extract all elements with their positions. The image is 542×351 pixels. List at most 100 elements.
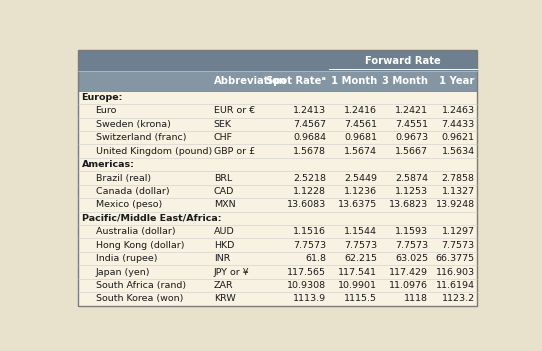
Bar	[78, 252, 478, 265]
Text: 10.9901: 10.9901	[338, 281, 377, 290]
Text: 1.1297: 1.1297	[442, 227, 475, 236]
Text: Brazil (real): Brazil (real)	[95, 173, 151, 183]
Text: 2.5449: 2.5449	[344, 173, 377, 183]
Text: Hong Kong (dollar): Hong Kong (dollar)	[95, 241, 184, 250]
Text: 1 Year: 1 Year	[440, 76, 475, 86]
Text: 1.1253: 1.1253	[395, 187, 428, 196]
Text: 0.9673: 0.9673	[395, 133, 428, 142]
Bar	[78, 225, 478, 238]
Text: CAD: CAD	[214, 187, 234, 196]
Text: 1.2421: 1.2421	[395, 106, 428, 115]
Text: 1.1516: 1.1516	[293, 227, 326, 236]
Bar	[78, 104, 478, 118]
Text: 13.6083: 13.6083	[287, 200, 326, 210]
Text: Abbreviation: Abbreviation	[214, 76, 287, 86]
Text: 1.5667: 1.5667	[395, 147, 428, 155]
Text: MXN: MXN	[214, 200, 235, 210]
Text: 7.7573: 7.7573	[293, 241, 326, 250]
Text: ZAR: ZAR	[214, 281, 234, 290]
Text: United Kingdom (pound): United Kingdom (pound)	[95, 147, 212, 155]
Text: Euro: Euro	[95, 106, 117, 115]
Text: AUD: AUD	[214, 227, 235, 236]
Text: Japan (yen): Japan (yen)	[95, 267, 150, 277]
Text: CHF: CHF	[214, 133, 233, 142]
Text: 7.4433: 7.4433	[442, 120, 475, 129]
Text: 7.4567: 7.4567	[293, 120, 326, 129]
Text: 11.6194: 11.6194	[436, 281, 475, 290]
Text: 1 Month: 1 Month	[331, 76, 377, 86]
Text: 1123.2: 1123.2	[442, 294, 475, 303]
Bar	[78, 118, 478, 131]
Text: 63.025: 63.025	[395, 254, 428, 263]
Text: 1.5674: 1.5674	[344, 147, 377, 155]
Text: 7.7573: 7.7573	[395, 241, 428, 250]
Text: Spot Rateᵃ: Spot Rateᵃ	[266, 76, 326, 86]
Bar	[78, 158, 478, 171]
Bar	[78, 131, 478, 145]
Text: 7.4561: 7.4561	[344, 120, 377, 129]
Text: 13.6823: 13.6823	[389, 200, 428, 210]
Text: 1.1544: 1.1544	[344, 227, 377, 236]
Text: Canada (dollar): Canada (dollar)	[95, 187, 169, 196]
Text: 116.903: 116.903	[436, 267, 475, 277]
Text: 117.541: 117.541	[338, 267, 377, 277]
Text: 2.5218: 2.5218	[293, 173, 326, 183]
Text: 1115.5: 1115.5	[344, 294, 377, 303]
Bar	[78, 212, 478, 225]
Text: 13.6375: 13.6375	[338, 200, 377, 210]
Bar	[78, 185, 478, 198]
Bar	[78, 71, 478, 91]
Text: South Africa (rand): South Africa (rand)	[95, 281, 186, 290]
Text: Pacific/Middle East/Africa:: Pacific/Middle East/Africa:	[82, 214, 221, 223]
Text: 117.429: 117.429	[389, 267, 428, 277]
Text: 3 Month: 3 Month	[382, 76, 428, 86]
Text: 11.0976: 11.0976	[389, 281, 428, 290]
Text: 66.3775: 66.3775	[436, 254, 475, 263]
Text: 1.2463: 1.2463	[442, 106, 475, 115]
Bar	[78, 91, 478, 104]
Text: 2.7858: 2.7858	[442, 173, 475, 183]
Text: 61.8: 61.8	[305, 254, 326, 263]
Text: KRW: KRW	[214, 294, 236, 303]
Bar	[78, 292, 478, 306]
Text: Europe:: Europe:	[82, 93, 123, 102]
Text: BRL: BRL	[214, 173, 232, 183]
Text: 1113.9: 1113.9	[293, 294, 326, 303]
Text: 62.215: 62.215	[344, 254, 377, 263]
Text: JPY or ¥: JPY or ¥	[214, 267, 249, 277]
Text: Australia (dollar): Australia (dollar)	[95, 227, 175, 236]
Bar	[78, 145, 478, 158]
Text: 1.1593: 1.1593	[395, 227, 428, 236]
Text: Sweden (krona): Sweden (krona)	[95, 120, 170, 129]
Text: 7.7573: 7.7573	[344, 241, 377, 250]
Text: 117.565: 117.565	[287, 267, 326, 277]
Text: 1.1228: 1.1228	[293, 187, 326, 196]
Text: 0.9681: 0.9681	[344, 133, 377, 142]
Text: 2.5874: 2.5874	[395, 173, 428, 183]
Text: South Korea (won): South Korea (won)	[95, 294, 183, 303]
Text: Americas:: Americas:	[82, 160, 134, 169]
Text: INR: INR	[214, 254, 230, 263]
Text: HKD: HKD	[214, 241, 234, 250]
Text: 1.5678: 1.5678	[293, 147, 326, 155]
Text: SEK: SEK	[214, 120, 232, 129]
Text: 1.1236: 1.1236	[344, 187, 377, 196]
Text: 10.9308: 10.9308	[287, 281, 326, 290]
Text: 7.4551: 7.4551	[395, 120, 428, 129]
Bar	[78, 50, 478, 71]
Text: 1118: 1118	[404, 294, 428, 303]
Bar	[78, 171, 478, 185]
Text: 1.2413: 1.2413	[293, 106, 326, 115]
Text: 0.9684: 0.9684	[293, 133, 326, 142]
Text: 1.5634: 1.5634	[442, 147, 475, 155]
Text: Switzerland (franc): Switzerland (franc)	[95, 133, 186, 142]
Bar	[78, 279, 478, 292]
Text: 0.9621: 0.9621	[442, 133, 475, 142]
Text: India (rupee): India (rupee)	[95, 254, 157, 263]
Text: GBP or £: GBP or £	[214, 147, 255, 155]
Text: 13.9248: 13.9248	[436, 200, 475, 210]
Text: 7.7573: 7.7573	[442, 241, 475, 250]
Bar	[78, 265, 478, 279]
Text: Forward Rate: Forward Rate	[365, 56, 441, 66]
Text: 1.1327: 1.1327	[442, 187, 475, 196]
